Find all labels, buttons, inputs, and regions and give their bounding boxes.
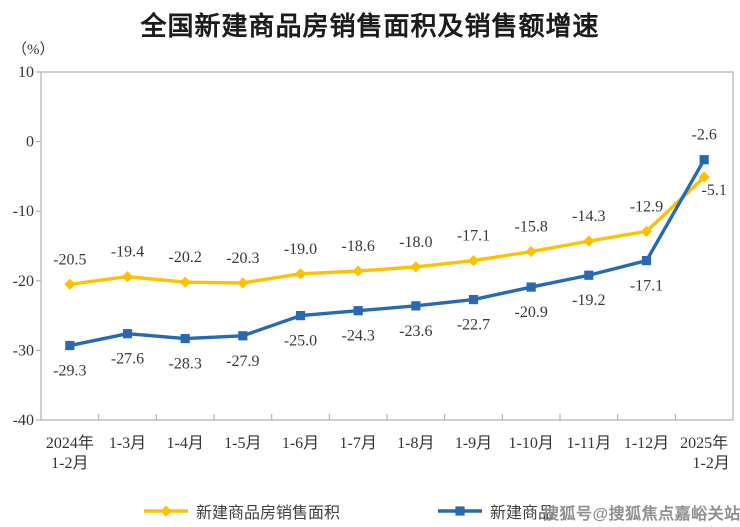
sales-amount-value-label: -23.6 xyxy=(399,323,432,340)
diamond-marker-icon xyxy=(144,505,188,517)
chart-title: 全国新建商品房销售面积及销售额增速 xyxy=(140,11,600,41)
sales-area-point xyxy=(525,245,537,258)
x-axis-label: 1-5月 xyxy=(224,435,261,452)
sales-area-value-label: -17.1 xyxy=(457,228,490,245)
watermark-text: 搜狐号@搜狐焦点嘉峪关站 xyxy=(543,506,740,523)
sales-amount-point xyxy=(180,333,190,344)
legend-label-sales-amount: 新建商品 xyxy=(490,505,555,522)
x-axis-label: 1-8月 xyxy=(397,435,434,452)
legend-item-sales-area: 新建商品房销售面积 xyxy=(143,501,341,522)
sales-amount-value-label: -25.0 xyxy=(284,333,317,350)
y-axis-tick-label: -30 xyxy=(13,342,34,359)
sales-area-point xyxy=(583,235,595,247)
sales-area-value-label: -15.8 xyxy=(515,219,548,236)
sales-area-value-label: -20.5 xyxy=(53,251,86,268)
legend-label-sales-area: 新建商品房销售面积 xyxy=(196,505,341,522)
sales-amount-point xyxy=(584,270,594,280)
x-axis-label: 1-6月 xyxy=(282,435,319,452)
sales-area-value-label: -20.2 xyxy=(169,249,202,266)
sales-area-point xyxy=(64,278,76,290)
x-axis-label: 2024年 xyxy=(46,434,94,452)
sales-amount-point xyxy=(641,256,652,266)
sales-area-value-label: -19.4 xyxy=(111,244,144,261)
sales-area-point xyxy=(698,171,710,183)
sales-amount-point xyxy=(411,301,421,311)
sales-amount-point xyxy=(353,306,363,316)
sales-amount-value-label: -2.6 xyxy=(692,127,717,144)
x-axis-label: 1-12月 xyxy=(624,435,669,452)
sales-area-value-label: -5.1 xyxy=(702,182,727,199)
x-axis-label: 2025年 xyxy=(680,434,728,452)
line-chart-plot: 10 0 -10 -20 -30 -40 2024年 1-2月 1-3月 1-4月 1-5月 1-6月… xyxy=(13,64,734,472)
sales-amount-value-label: -20.9 xyxy=(515,304,548,321)
x-axis-label: 1-11月 xyxy=(566,435,611,452)
sales-area-point xyxy=(179,276,191,288)
x-axis-label: 1-2月 xyxy=(51,455,88,472)
sales-amount-point xyxy=(122,329,133,339)
sales-area-value-label: -20.3 xyxy=(226,250,259,267)
sales-amount-value-label: -29.3 xyxy=(53,363,86,380)
x-axis-label: 1-4月 xyxy=(166,435,203,452)
x-axis-label: 1-3月 xyxy=(109,435,146,452)
sales-area-point xyxy=(352,265,364,277)
y-axis-tick-label: 10 xyxy=(18,64,34,81)
x-axis-label: 1-9月 xyxy=(455,435,492,452)
x-axis-label: 1-10月 xyxy=(508,435,553,452)
sales-area-point xyxy=(294,268,307,280)
sales-amount-value-label: -17.1 xyxy=(630,278,663,295)
legend-item-sales-amount: 新建商品 xyxy=(437,501,555,522)
sales-amount-point xyxy=(526,282,536,292)
sales-area-point xyxy=(467,255,480,267)
sales-area-value-label: -18.0 xyxy=(399,234,432,251)
y-axis-tick-label: -40 xyxy=(13,412,34,429)
sales-area-value-label: -14.3 xyxy=(572,208,605,225)
sales-area-point xyxy=(410,261,422,273)
sales-amount-value-label: -27.9 xyxy=(226,353,259,370)
sales-amount-value-label: -22.7 xyxy=(457,317,490,334)
sales-amount-point xyxy=(295,311,306,321)
y-axis-tick-label: 0 xyxy=(26,134,34,151)
sales-area-point xyxy=(237,277,249,289)
sales-amount-point xyxy=(65,340,75,351)
sales-amount-point xyxy=(468,294,479,305)
sales-amount-value-label: -28.3 xyxy=(169,356,202,373)
y-axis-tick-label: -10 xyxy=(13,203,34,220)
sales-amount-value-label: -24.3 xyxy=(342,328,375,345)
x-axis-label: 1-2月 xyxy=(692,455,729,472)
sales-amount-value-label: -27.6 xyxy=(111,351,144,368)
y-axis-unit-label: （%） xyxy=(12,42,55,58)
sales-area-line xyxy=(69,175,706,286)
sales-amount-point xyxy=(699,155,709,165)
sales-area-point xyxy=(121,271,134,283)
x-axis-label: 1-7月 xyxy=(339,435,376,452)
plot-border xyxy=(40,71,734,421)
sales-area-value-label: -18.6 xyxy=(342,238,375,255)
sales-area-point xyxy=(640,225,653,237)
square-marker-icon xyxy=(438,506,482,516)
sales-amount-point xyxy=(238,331,248,341)
sales-area-value-label: -19.0 xyxy=(284,241,317,258)
sales-amount-line xyxy=(69,158,706,348)
sales-amount-value-label: -19.2 xyxy=(572,292,605,309)
y-axis-tick-label: -20 xyxy=(13,273,34,290)
sales-area-value-label: -12.9 xyxy=(630,198,663,215)
